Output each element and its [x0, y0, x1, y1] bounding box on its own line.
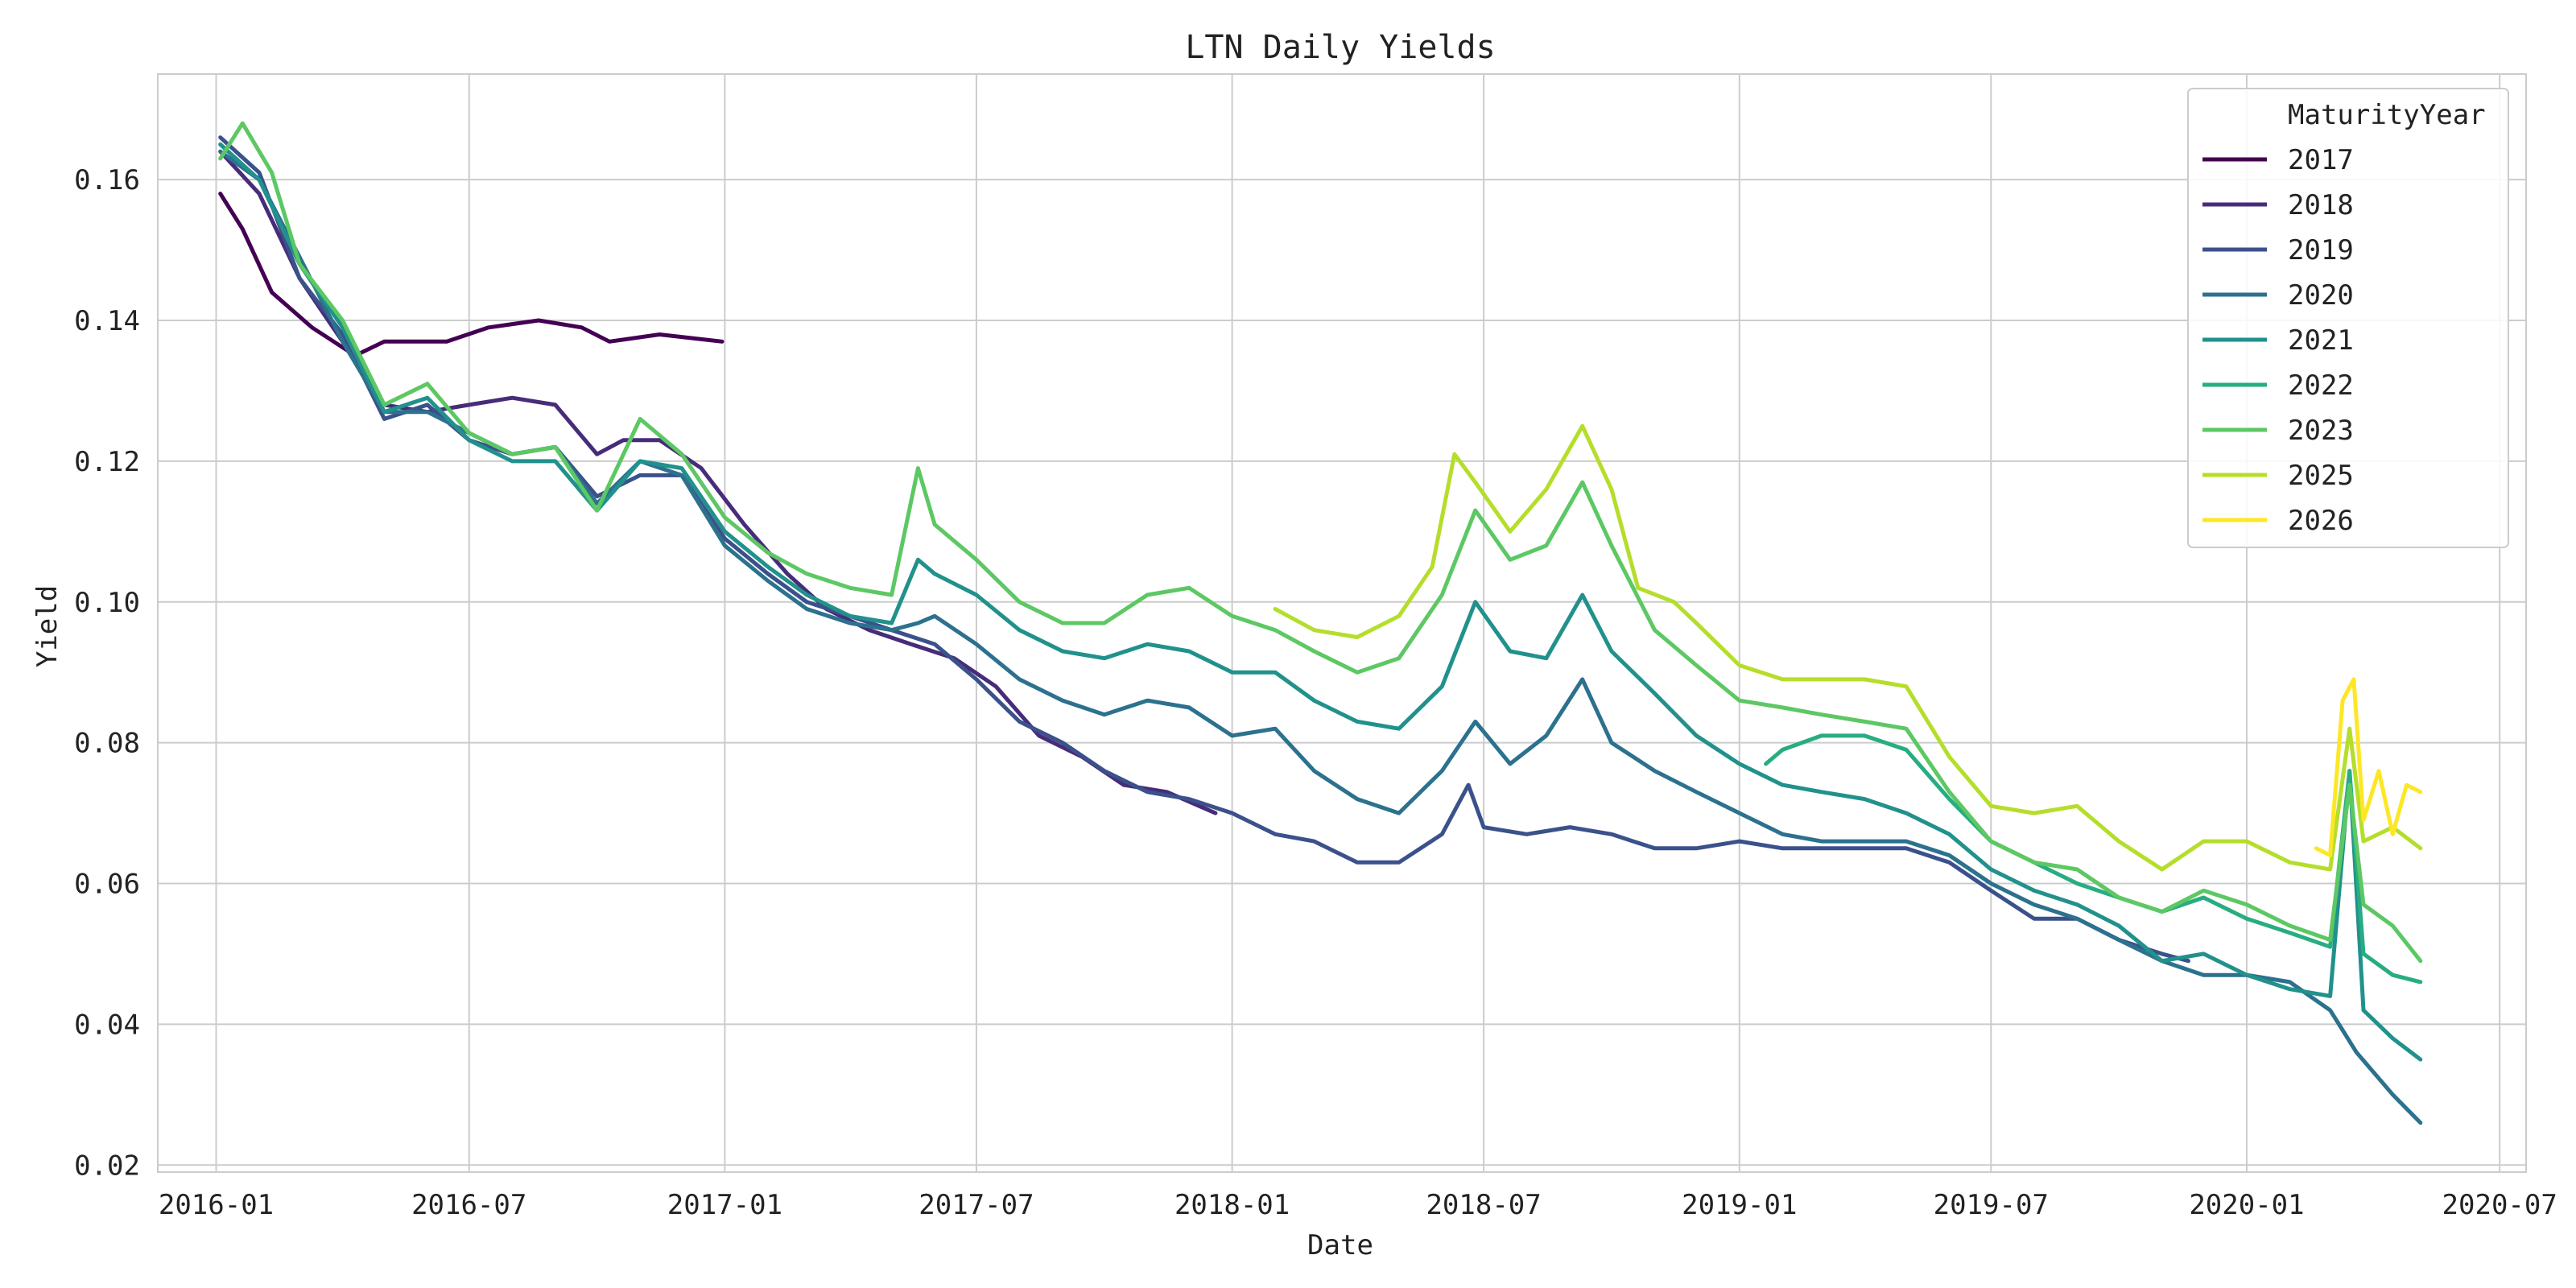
x-tick-label: 2018-01	[1174, 1189, 1290, 1221]
legend-label-2026: 2026	[2288, 505, 2354, 537]
legend-label-2022: 2022	[2288, 369, 2354, 402]
series-line-2025	[1273, 423, 2423, 872]
y-axis-label: Yield	[31, 585, 64, 667]
x-tick-label: 2016-01	[159, 1189, 274, 1221]
x-tick-label: 2019-07	[1934, 1189, 2049, 1221]
x-tick-label: 2017-01	[667, 1189, 782, 1221]
y-tick-labels: 0.02 0.04 0.06 0.08 0.10 0.12 0.14 0.16	[74, 164, 140, 1182]
legend: MaturityYear 2017 2018 2019 2020 2021 2022 202…	[2187, 88, 2509, 548]
x-axis-label: Date	[1307, 1229, 1373, 1261]
plot-frame	[157, 73, 2527, 1173]
x-tick-label: 2018-07	[1426, 1189, 1541, 1221]
x-tick-label: 2020-07	[2442, 1189, 2557, 1221]
series-line-2020	[218, 149, 2423, 1125]
x-tick-label: 2017-07	[919, 1189, 1034, 1221]
y-tick-label: 0.10	[74, 587, 140, 619]
chart-title: LTN Daily Yields	[1185, 29, 1495, 66]
grid-lines	[158, 74, 2526, 1172]
y-tick-label: 0.12	[74, 446, 140, 478]
series-line-2019	[218, 135, 2190, 964]
y-tick-label: 0.08	[74, 728, 140, 760]
x-tick-labels: 2016-01 2016-07 2017-01 2017-07 2018-01 2018-…	[159, 1189, 2557, 1221]
legend-label-2017: 2017	[2288, 144, 2354, 176]
legend-label-2018: 2018	[2288, 189, 2354, 221]
series-line-2026	[2314, 677, 2423, 857]
x-tick-label: 2020-01	[2189, 1189, 2304, 1221]
legend-label-2023: 2023	[2288, 415, 2354, 447]
y-tick-label: 0.06	[74, 869, 140, 901]
y-tick-label: 0.16	[74, 164, 140, 196]
y-tick-label: 0.14	[74, 305, 140, 337]
legend-label-2019: 2019	[2288, 234, 2354, 266]
legend-label-2020: 2020	[2288, 279, 2354, 312]
legend-label-2025: 2025	[2288, 460, 2354, 492]
series-line-2021	[218, 142, 2423, 1062]
legend-items: 2017 2018 2019 2020 2021 2022 2023 2025 2026	[2202, 144, 2354, 537]
x-tick-label: 2019-01	[1682, 1189, 1797, 1221]
y-tick-label: 0.04	[74, 1009, 140, 1041]
series-layer	[218, 121, 2423, 1125]
legend-box	[2187, 88, 2509, 548]
series-line-2018	[218, 149, 1218, 815]
series-line-2022	[1764, 733, 2423, 985]
legend-title: MaturityYear	[2288, 99, 2486, 131]
series-line-2023	[218, 121, 2423, 964]
series-line-2017	[218, 192, 724, 358]
y-tick-label: 0.02	[74, 1150, 140, 1182]
x-tick-label: 2016-07	[411, 1189, 526, 1221]
legend-label-2021: 2021	[2288, 324, 2354, 357]
